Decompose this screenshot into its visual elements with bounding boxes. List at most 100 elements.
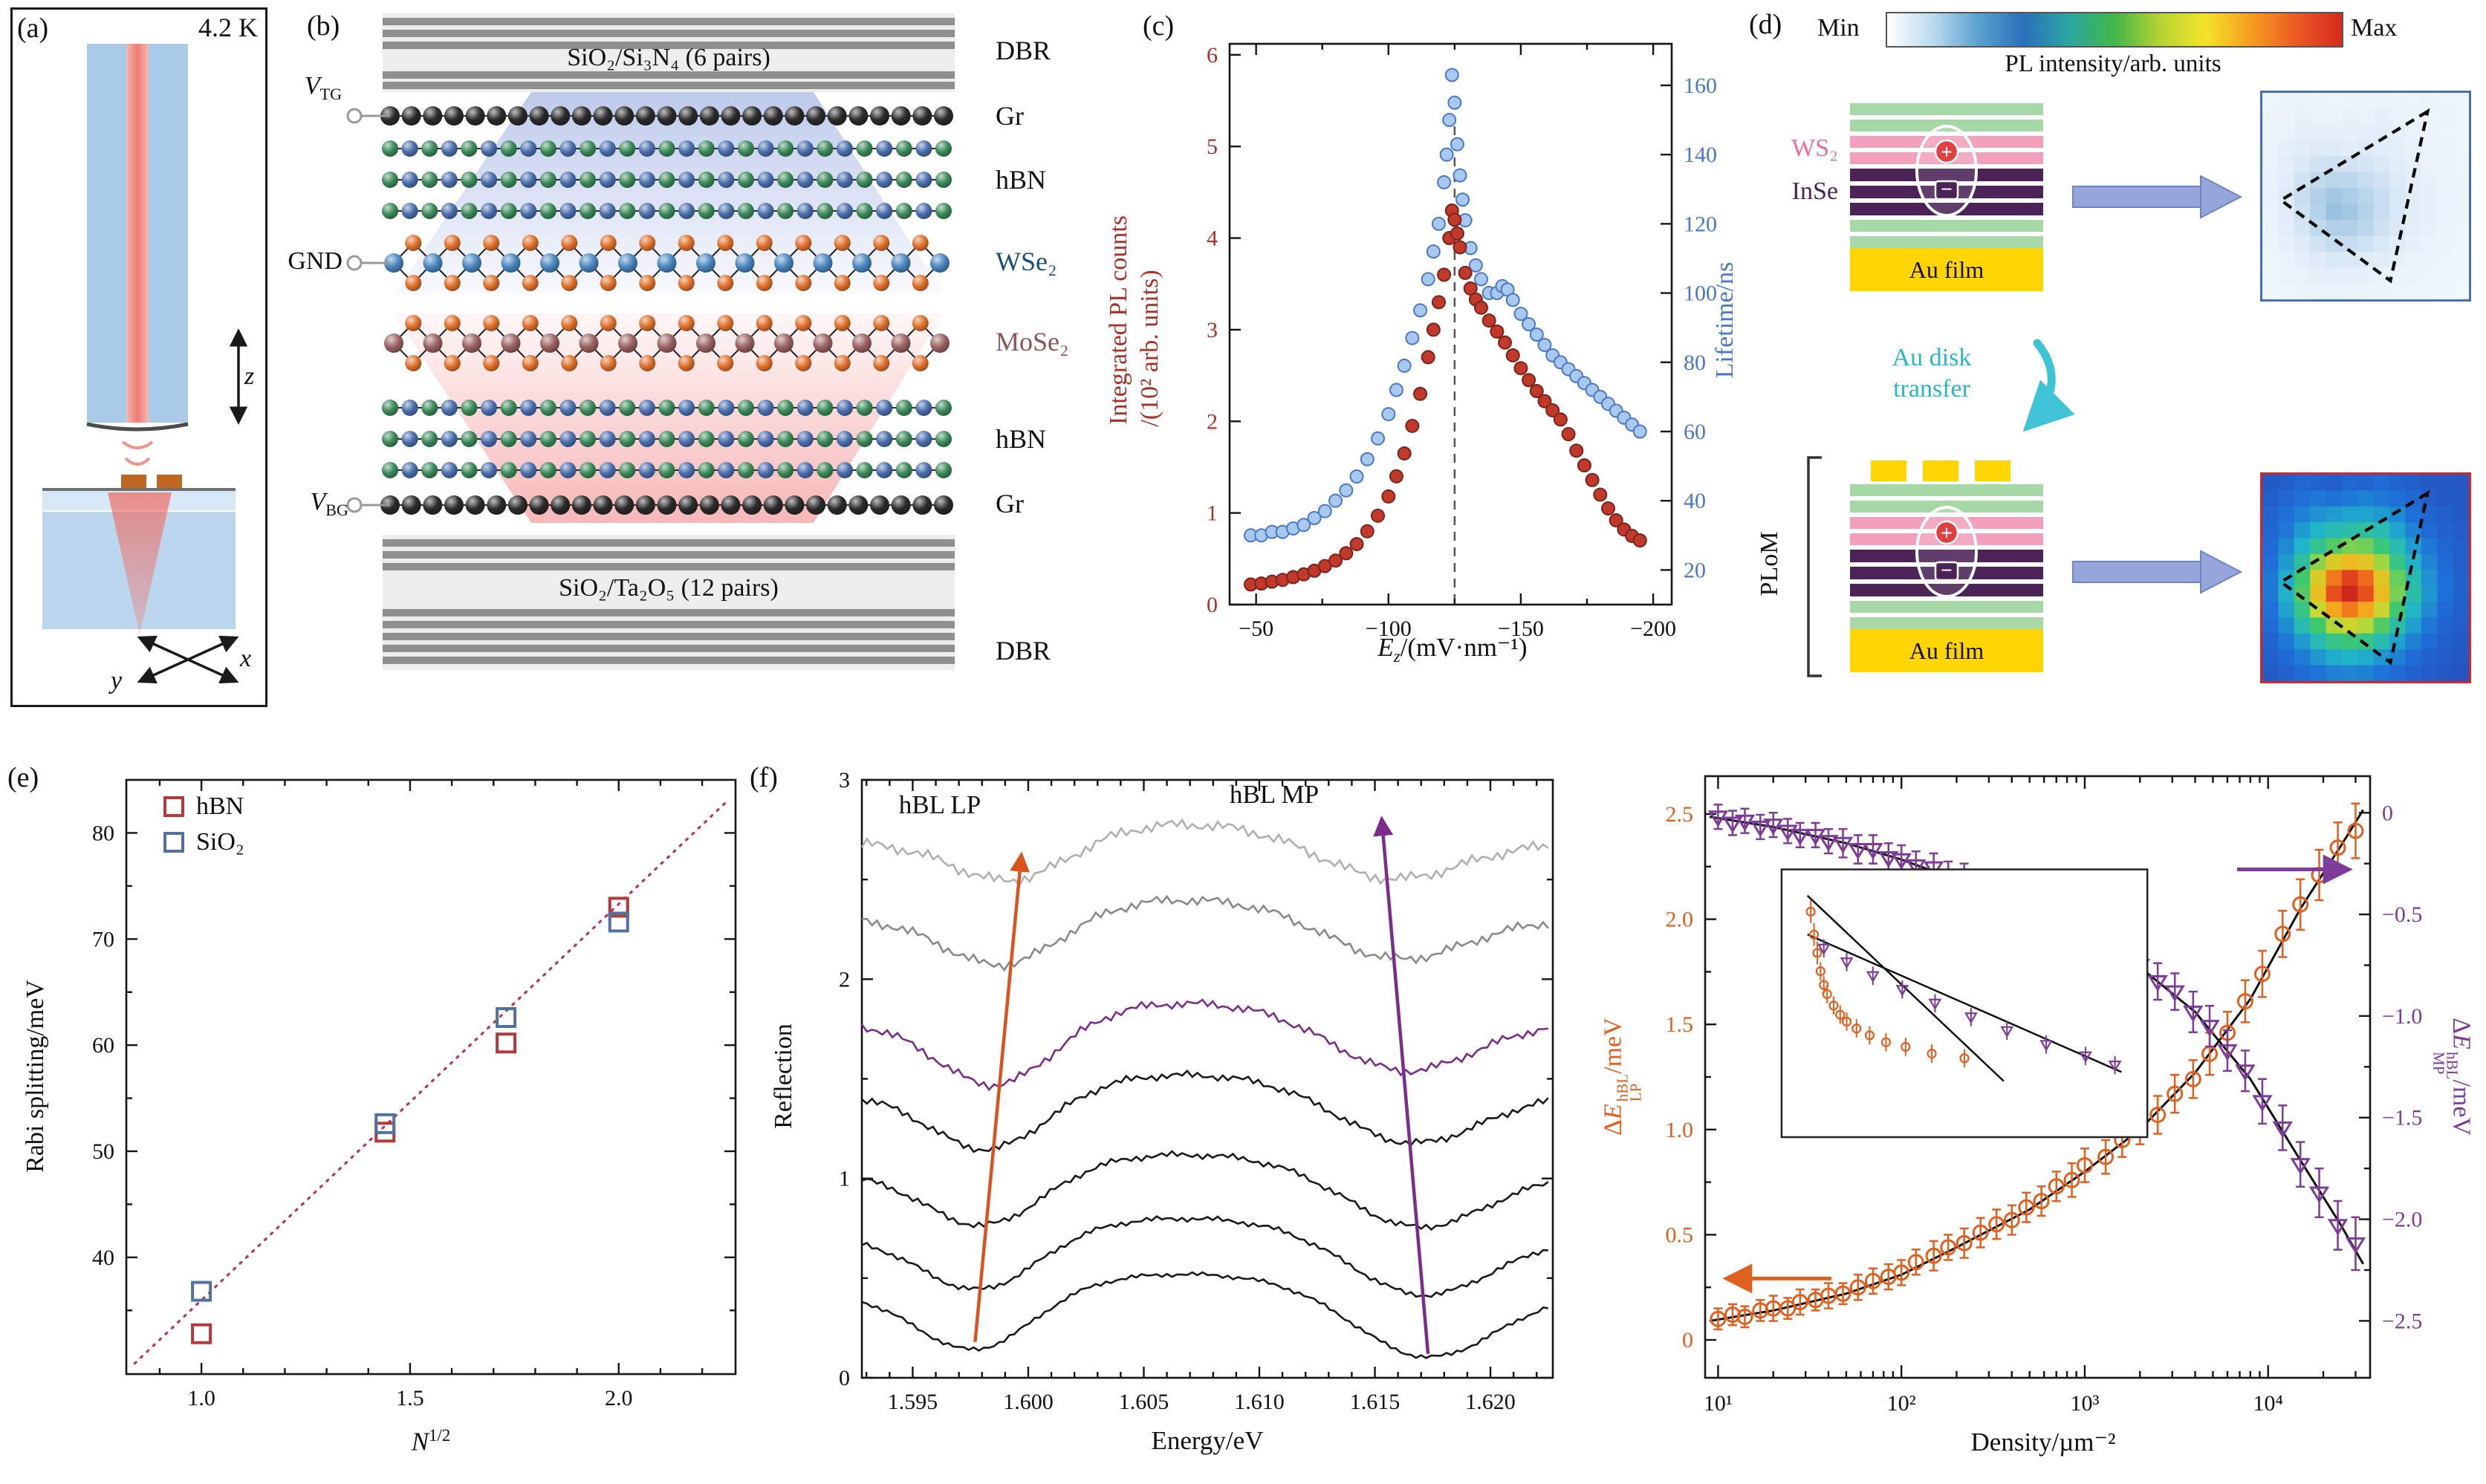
svg-text:160: 160 bbox=[1684, 74, 1717, 98]
legend: hBN SiO₂ bbox=[163, 789, 244, 860]
hbl-lp-annotation: hBL LP bbox=[898, 790, 981, 819]
field-subscript: z bbox=[1393, 647, 1401, 665]
svg-text:70: 70 bbox=[92, 927, 114, 951]
x-axis-label: x bbox=[240, 645, 252, 672]
svg-text:4: 4 bbox=[1207, 227, 1218, 251]
pl-point bbox=[1513, 361, 1528, 376]
sample-stacks-drawing: + − + − bbox=[1807, 103, 2243, 677]
panel-a-label: (a) bbox=[17, 13, 49, 44]
pl-point bbox=[1490, 324, 1505, 339]
svg-text:40: 40 bbox=[1684, 489, 1706, 513]
lp-supsub: hBL LP bbox=[1614, 1074, 1645, 1101]
svg-text:2.0: 2.0 bbox=[605, 1386, 633, 1410]
lifetime-point bbox=[1360, 452, 1375, 466]
svg-text:−200: −200 bbox=[1630, 616, 1676, 641]
pl-point bbox=[1473, 300, 1488, 315]
svg-text:−: − bbox=[1941, 559, 1953, 582]
lifetime-point bbox=[1317, 504, 1332, 518]
pl-point bbox=[1577, 458, 1591, 472]
reflection-curve bbox=[860, 998, 1548, 1092]
panel-f-polariton-shift-plot: 10¹ 10² 10³ 10⁴ 0 0.5 1.0 1.5 2.0 2.5 0 −0.5 −1.0 −1.… bbox=[1583, 750, 2486, 1482]
svg-text:5: 5 bbox=[1207, 134, 1218, 159]
pl-point bbox=[1371, 508, 1386, 523]
sio2-legend-label: SiO₂ bbox=[196, 828, 244, 856]
pl-point bbox=[1600, 501, 1615, 515]
pl-point bbox=[1463, 281, 1478, 296]
SiO₂-point bbox=[374, 1113, 396, 1134]
panel-f-reflection-spectra: 1.595 1.600 1.605 1.610 1.615 1.620 0 1 2 3 (f) R… bbox=[750, 750, 1575, 1482]
svg-text:6: 6 bbox=[1207, 43, 1218, 68]
au-disk-transfer-label-line1: Au disk bbox=[1892, 344, 1972, 371]
ws2-label: WS₂ bbox=[1791, 134, 1838, 162]
temperature-label: 4.2 K bbox=[198, 13, 258, 42]
hbn-bottom-label: hBN bbox=[996, 424, 1047, 454]
au-disk bbox=[1923, 461, 1958, 481]
reflection-curve bbox=[861, 1070, 1549, 1153]
svg-text:40: 40 bbox=[92, 1246, 114, 1270]
pl-map-before-transfer bbox=[2260, 91, 2471, 302]
pl-map-schematics-group: + − + − bbox=[1807, 103, 2243, 677]
reflection-spectra-plot: 1.595 1.600 1.605 1.610 1.615 1.620 0 1 2 3 bbox=[839, 768, 1554, 1414]
lifetime-point bbox=[1468, 258, 1483, 273]
lifetime-point bbox=[1505, 293, 1520, 307]
pl-point bbox=[1437, 267, 1452, 282]
panel-e-rabi-splitting-plot: 1.0 1.5 2.0 40 50 60 70 80 (e) Rabi splitting/m… bbox=[7, 750, 758, 1482]
pl-point bbox=[1609, 513, 1623, 528]
lifetime-point bbox=[1447, 95, 1462, 110]
lifetime-point bbox=[1413, 303, 1428, 318]
svg-text:3: 3 bbox=[839, 768, 850, 793]
pl-point bbox=[1553, 412, 1568, 427]
transfer-arrow bbox=[2072, 175, 2243, 219]
SiO₂-point bbox=[191, 1280, 212, 1302]
hBN-point bbox=[608, 896, 629, 918]
svg-text:2.0: 2.0 bbox=[1666, 908, 1694, 932]
reflection-curve bbox=[861, 1271, 1548, 1359]
au-disk-transfer-label-line2: transfer bbox=[1893, 375, 1970, 403]
graphene-top-label: Gr bbox=[996, 101, 1024, 131]
pl-point bbox=[1405, 418, 1420, 433]
cavity-drawing-group bbox=[42, 44, 248, 684]
svg-text:2: 2 bbox=[1207, 409, 1218, 434]
n-exponent: 1/2 bbox=[429, 1426, 451, 1445]
svg-text:140: 140 bbox=[1684, 143, 1717, 167]
reflection-curve bbox=[861, 1214, 1548, 1298]
pl-intensity-colorbar bbox=[1886, 12, 2343, 48]
reflection-axis-label: Reflection bbox=[770, 1023, 797, 1129]
lifetime-axis-label: Lifetime/ns bbox=[1711, 261, 1739, 379]
lifetime-point bbox=[1473, 272, 1488, 287]
panel-e-label: (e) bbox=[7, 762, 39, 793]
lifetime-point bbox=[1444, 68, 1459, 82]
energy-axis-label: Energy/eV bbox=[1151, 1426, 1264, 1455]
colorbar-min-label: Min bbox=[1817, 14, 1860, 42]
heterostructure-drawing bbox=[346, 13, 955, 670]
lifetime-point bbox=[1397, 358, 1412, 373]
layer-number-axis-label: N1/2 bbox=[305, 1426, 557, 1457]
lifetime-point bbox=[1296, 518, 1311, 533]
reflection-curve bbox=[861, 1150, 1549, 1231]
wse2-label: WSe₂ bbox=[996, 247, 1057, 276]
vtg-base: V bbox=[304, 72, 320, 100]
lp-symbol: E bbox=[1599, 1104, 1627, 1120]
bottom-dbr-material-label: SiO₂/Ta₂O₅ (12 pairs) bbox=[559, 574, 779, 602]
mp-symbol: E bbox=[2447, 1034, 2476, 1049]
svg-text:−1.0: −1.0 bbox=[2382, 1004, 2422, 1029]
stack-drawing-group bbox=[346, 13, 955, 670]
pl-point bbox=[1481, 313, 1496, 328]
svg-text:1.595: 1.595 bbox=[888, 1390, 938, 1414]
rabi-axis-label: Rabi splitting/meV bbox=[22, 980, 49, 1173]
inset-plot bbox=[1780, 868, 2149, 1139]
pl-point bbox=[1413, 386, 1428, 401]
pl-point bbox=[1458, 265, 1473, 280]
hbl-mp-annotation: hBL MP bbox=[1229, 780, 1320, 809]
mp-units: /meV bbox=[2447, 1079, 2476, 1136]
svg-text:−50: −50 bbox=[1239, 616, 1273, 641]
pl-point bbox=[1431, 295, 1446, 310]
pl-point bbox=[1498, 335, 1513, 350]
pl-point bbox=[1537, 394, 1552, 409]
pl-axis-label-line2: /(10² arb. units) bbox=[1136, 270, 1164, 427]
lifetime-point bbox=[1328, 493, 1343, 508]
reflection-curve bbox=[861, 894, 1549, 972]
lifetime-point bbox=[1442, 113, 1457, 128]
n-symbol: N bbox=[411, 1427, 429, 1457]
